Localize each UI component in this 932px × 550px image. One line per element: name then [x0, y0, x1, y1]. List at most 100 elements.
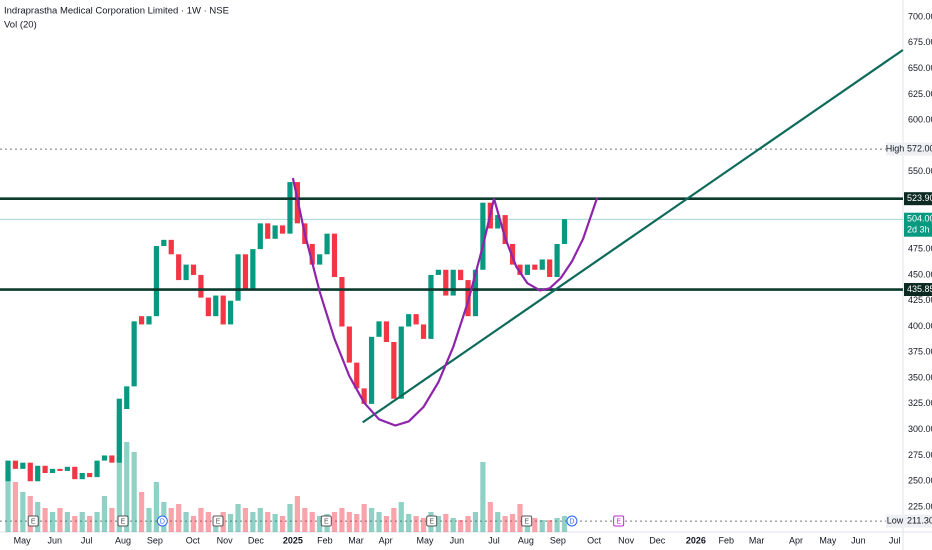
candle-body [458, 269, 464, 281]
earnings-marker [320, 515, 332, 527]
candle-body [5, 460, 11, 482]
volume-bar [398, 502, 404, 532]
volume-bar [391, 508, 397, 532]
x-tick-label: Sep [550, 535, 566, 545]
volume-bar [131, 452, 137, 532]
candle-body [205, 297, 211, 317]
volume-bar [406, 514, 412, 532]
volume-bar [554, 518, 560, 532]
candle-body [161, 239, 167, 247]
y-tick-label: 650.00 [908, 63, 932, 73]
candle-body [354, 362, 360, 389]
candle-body [480, 202, 486, 270]
candle-body [79, 472, 85, 480]
candle-body [109, 455, 115, 463]
volume-bar [198, 508, 204, 532]
y-tick-label: 475.00 [908, 244, 932, 254]
candle-body [346, 326, 352, 363]
earnings-marker [27, 515, 39, 527]
y-tick-label: 325.00 [908, 398, 932, 408]
event-label: E [616, 518, 621, 525]
volume-bar [79, 512, 85, 532]
volume-bar [465, 516, 471, 532]
last-price-box [904, 212, 932, 237]
candle-body [265, 223, 271, 239]
level-label: 523.90 [907, 193, 932, 203]
volume-bar [302, 508, 308, 532]
volume-bar [487, 502, 493, 532]
candle-body [339, 276, 345, 327]
candle-body [35, 465, 41, 482]
volume-bar [101, 496, 108, 532]
candle-body [368, 336, 375, 404]
candle-body [153, 246, 160, 317]
volume-bar [561, 516, 568, 532]
volume-bar [257, 508, 263, 532]
earnings-marker [117, 515, 129, 527]
candle-body [12, 460, 19, 469]
volume-bar [517, 504, 523, 532]
y-tick-label: 375.00 [908, 347, 932, 357]
volume-bar [124, 442, 130, 532]
volume-bar [265, 512, 271, 532]
high-label: 572.00 [907, 143, 932, 153]
drawing-line [492, 197, 599, 292]
volume-bar [272, 514, 278, 532]
event-label: E [31, 518, 36, 525]
event-label: E [324, 518, 329, 525]
volume-bar [294, 496, 300, 532]
x-tick-label: Jun [48, 535, 63, 545]
candle-body [435, 269, 441, 275]
candle-body [406, 314, 412, 327]
y-tick-label: 275.00 [908, 450, 932, 460]
candle-body [539, 259, 545, 270]
volume-bar [480, 462, 486, 532]
x-tick-label: Aug [115, 535, 131, 545]
level-box [904, 192, 932, 206]
volume-bar [94, 512, 100, 532]
volume-bar [205, 512, 211, 532]
candle-body [176, 254, 182, 281]
chart-title: Indraprastha Medical Corporation Limited… [4, 6, 229, 17]
low-tag-box [886, 514, 904, 528]
level-box [904, 283, 932, 297]
drawing-line [291, 177, 496, 427]
volume-bar [331, 512, 338, 532]
high-box [904, 142, 932, 156]
candle-body [317, 254, 323, 265]
low-label: 211.30 [907, 516, 932, 526]
candle-body [324, 233, 330, 255]
x-tick-label: Oct [587, 535, 602, 545]
candle-body [131, 321, 137, 387]
y-tick-label: 675.00 [908, 37, 932, 47]
x-tick-label: Mar [348, 535, 364, 545]
x-tick-label: Jun [851, 535, 866, 545]
volume-bar [458, 520, 464, 532]
volume-bar [420, 518, 427, 532]
candle-body [443, 269, 449, 296]
volume-bar [354, 514, 360, 532]
candle-body [561, 219, 568, 244]
x-tick-label: Jun [450, 535, 465, 545]
high-tag-box [886, 142, 904, 156]
x-tick-label: Jul [488, 535, 500, 545]
volume-bar [190, 516, 197, 532]
volume-bar [176, 504, 182, 532]
x-tick-label: Jul [81, 535, 93, 545]
y-tick-label: 700.00 [908, 11, 932, 21]
event-label: E [524, 518, 529, 525]
volume-bar [87, 516, 93, 532]
candle-body [450, 269, 456, 296]
candle-body [57, 468, 63, 471]
candle-body [27, 462, 33, 482]
earnings-marker [426, 515, 438, 527]
candle-body [213, 295, 219, 317]
last-price-label: 504.00 [907, 214, 932, 224]
candle-body [242, 254, 249, 291]
x-tick-label: Aug [518, 535, 534, 545]
x-tick-label: May [417, 535, 435, 545]
candle-body [228, 300, 234, 325]
volume-bar [12, 482, 19, 532]
y-tick-label: 425.00 [908, 295, 932, 305]
